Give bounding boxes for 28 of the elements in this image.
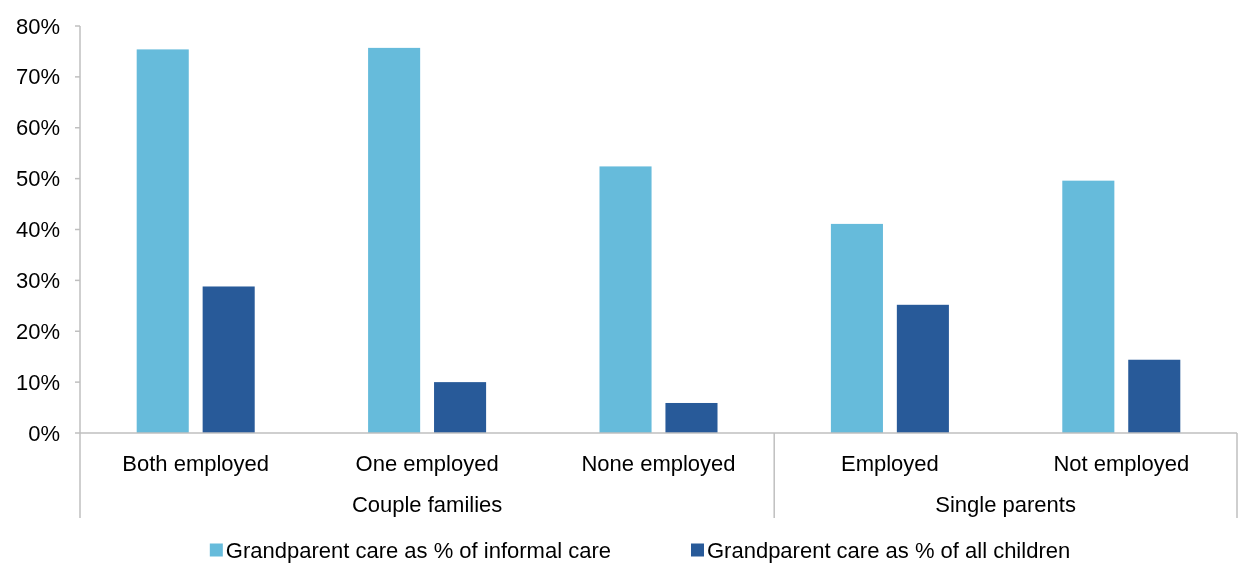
bar	[368, 47, 421, 433]
text: Couple families	[351, 491, 503, 517]
x-tick-label: Employed	[840, 450, 939, 476]
bar	[1062, 180, 1115, 433]
y-tick-label: 20%	[15, 318, 60, 344]
bar	[202, 286, 255, 433]
legend-label: Grandparent care as % of informal care	[225, 537, 611, 563]
legend-label: Grandparent care as % of all children	[706, 537, 1071, 563]
y-tick-label: 60%	[15, 115, 60, 141]
x-tick-label: Not employed	[1053, 450, 1190, 476]
y-tick-label: 70%	[15, 64, 60, 90]
text: Single parents	[935, 491, 1076, 517]
bar	[1128, 359, 1181, 433]
x-tick-label: One employed	[355, 450, 499, 476]
y-tick-label: 80%	[15, 13, 60, 39]
bar	[896, 304, 949, 433]
bar	[434, 382, 487, 433]
y-tick-label: 40%	[15, 217, 60, 242]
x-tick-label: Both employed	[122, 450, 270, 476]
bar	[599, 166, 652, 433]
bar	[136, 49, 189, 433]
bar	[830, 223, 883, 433]
bar	[665, 402, 718, 433]
y-tick-label: 30%	[15, 267, 60, 293]
y-tick-label: 10%	[15, 369, 60, 395]
y-tick-label: 50%	[15, 166, 60, 192]
y-tick-label: 0%	[28, 420, 60, 446]
x-tick-label: None employed	[581, 450, 736, 476]
